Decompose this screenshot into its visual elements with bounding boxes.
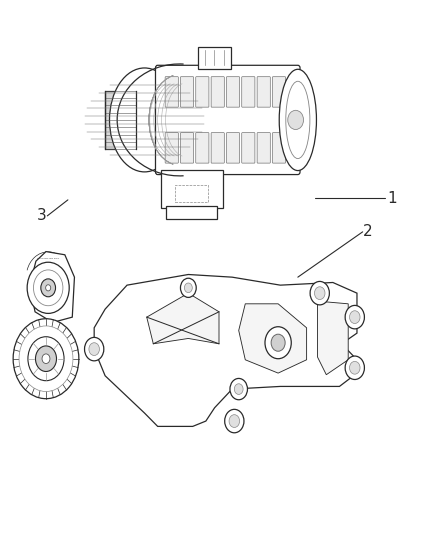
Circle shape xyxy=(42,354,50,364)
FancyBboxPatch shape xyxy=(196,77,209,107)
Circle shape xyxy=(28,337,64,381)
FancyBboxPatch shape xyxy=(211,77,224,107)
Circle shape xyxy=(41,279,56,297)
Polygon shape xyxy=(239,304,307,373)
Ellipse shape xyxy=(279,69,316,171)
Polygon shape xyxy=(318,301,348,375)
FancyBboxPatch shape xyxy=(155,66,300,175)
Circle shape xyxy=(314,287,325,300)
Polygon shape xyxy=(94,274,357,426)
Text: OVER-TIGHTEN: OVER-TIGHTEN xyxy=(39,265,57,266)
Circle shape xyxy=(271,334,285,351)
FancyBboxPatch shape xyxy=(196,133,209,163)
Circle shape xyxy=(180,278,196,297)
FancyBboxPatch shape xyxy=(272,133,286,163)
FancyBboxPatch shape xyxy=(165,77,178,107)
FancyBboxPatch shape xyxy=(180,77,194,107)
Circle shape xyxy=(310,281,329,305)
Circle shape xyxy=(345,305,364,329)
Circle shape xyxy=(89,343,99,356)
Circle shape xyxy=(350,361,360,374)
Circle shape xyxy=(184,283,192,293)
Text: 2: 2 xyxy=(363,224,373,239)
Circle shape xyxy=(345,356,364,379)
Circle shape xyxy=(350,311,360,324)
FancyBboxPatch shape xyxy=(211,133,224,163)
Text: 1: 1 xyxy=(387,191,397,206)
FancyBboxPatch shape xyxy=(242,133,255,163)
FancyBboxPatch shape xyxy=(180,133,194,163)
FancyBboxPatch shape xyxy=(165,133,178,163)
FancyBboxPatch shape xyxy=(272,77,286,107)
FancyBboxPatch shape xyxy=(242,77,255,107)
FancyBboxPatch shape xyxy=(257,77,270,107)
FancyBboxPatch shape xyxy=(105,91,136,149)
FancyBboxPatch shape xyxy=(257,133,270,163)
Circle shape xyxy=(225,409,244,433)
Circle shape xyxy=(19,326,73,391)
Text: 3: 3 xyxy=(37,208,46,223)
FancyBboxPatch shape xyxy=(166,206,217,219)
Ellipse shape xyxy=(110,68,180,172)
Circle shape xyxy=(27,262,69,313)
Text: CAUTION: DO NOT: CAUTION: DO NOT xyxy=(37,258,59,259)
Polygon shape xyxy=(30,252,74,322)
FancyBboxPatch shape xyxy=(226,77,240,107)
FancyBboxPatch shape xyxy=(226,133,240,163)
Circle shape xyxy=(234,384,243,394)
FancyBboxPatch shape xyxy=(175,185,208,202)
Circle shape xyxy=(265,327,291,359)
Circle shape xyxy=(230,378,247,400)
FancyBboxPatch shape xyxy=(198,46,231,69)
Circle shape xyxy=(35,346,57,372)
Ellipse shape xyxy=(286,82,310,159)
Circle shape xyxy=(288,110,304,130)
Polygon shape xyxy=(147,293,219,344)
FancyBboxPatch shape xyxy=(161,170,223,208)
Circle shape xyxy=(33,270,63,306)
Circle shape xyxy=(229,415,240,427)
Circle shape xyxy=(46,285,51,291)
Circle shape xyxy=(13,319,79,399)
Circle shape xyxy=(85,337,104,361)
